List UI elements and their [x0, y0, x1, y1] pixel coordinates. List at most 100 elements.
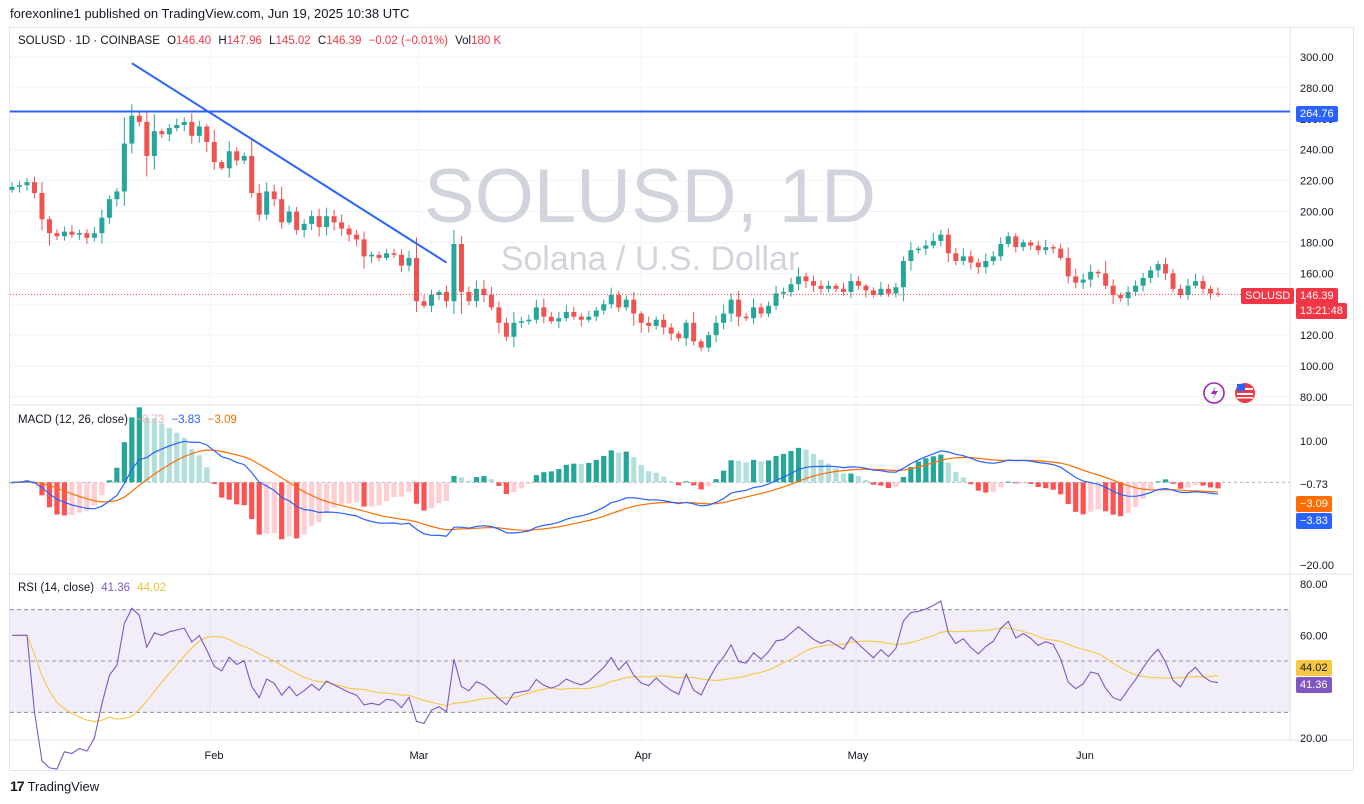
macd-histogram-bar: [106, 480, 112, 483]
candle-body: [728, 299, 734, 314]
candle-body: [1155, 264, 1161, 271]
candle-body: [361, 239, 367, 257]
candle-body: [181, 121, 187, 125]
candle-body: [339, 222, 345, 229]
candle-body: [496, 307, 502, 323]
candle-body: [166, 128, 172, 135]
time-tick-label: May: [848, 750, 869, 762]
macd-histogram-bar: [623, 451, 629, 483]
candle-body: [1020, 242, 1026, 248]
macd-histogram-bar: [840, 473, 847, 483]
candle-body: [1215, 293, 1221, 295]
time-tick-label: Mar: [410, 750, 429, 762]
macd-histogram-bar: [706, 482, 712, 487]
macd-histogram-bar: [159, 423, 165, 483]
macd-histogram-bar: [144, 417, 150, 483]
candle-body: [623, 299, 629, 308]
macd-histogram-bar: [129, 417, 135, 483]
candle-body: [354, 234, 360, 240]
candle-body: [451, 244, 457, 302]
candle-body: [458, 244, 464, 292]
price-tick-label: 280.00: [1300, 83, 1334, 95]
candle-body: [743, 316, 749, 319]
candle-body: [751, 307, 757, 319]
candle-body: [241, 155, 247, 161]
macd-legend[interactable]: MACD (12, 26, close) −0.73 −3.83 −3.09: [18, 414, 241, 426]
candle-body: [189, 121, 195, 136]
macd-histogram-bar: [241, 482, 247, 506]
macd-histogram-bar: [533, 475, 539, 483]
macd-histogram-bar: [548, 471, 554, 483]
macd-histogram-bar: [309, 482, 315, 527]
candle-body: [1193, 281, 1199, 286]
low-label: L: [269, 35, 276, 47]
macd-histogram-bar: [331, 482, 337, 508]
candle-body: [114, 191, 120, 200]
rsi-legend[interactable]: RSI (14, close) 41.36 44.02: [18, 582, 170, 594]
candle-body: [721, 313, 727, 323]
macd-histogram-bar: [885, 482, 892, 489]
candle-body: [578, 316, 584, 320]
macd-histogram-bar: [631, 457, 637, 483]
downtrend-line: [131, 62, 447, 264]
candle-body: [31, 182, 37, 193]
rsi-tick-label: 60.00: [1300, 630, 1328, 642]
macd-histogram-bar: [863, 480, 869, 483]
macd-histogram-bar: [91, 482, 97, 506]
price-tick-label: 120.00: [1300, 330, 1334, 342]
macd-histogram-bar: [1177, 482, 1184, 489]
macd-histogram-bar: [316, 482, 322, 523]
candle-body: [1125, 291, 1131, 299]
candle-body: [781, 291, 787, 294]
symbol-label[interactable]: SOLUSD · 1D · COINBASE: [18, 35, 160, 47]
time-tick-label: Feb: [205, 750, 224, 762]
footer-brand[interactable]: 17 TradingView: [10, 778, 99, 794]
macd-histogram-bar: [1058, 482, 1064, 495]
candle-body: [533, 307, 539, 320]
candle-body: [39, 193, 45, 220]
macd-histogram-bar: [279, 482, 285, 540]
macd-histogram-bar: [810, 454, 817, 483]
price-tick-label: 240.00: [1300, 145, 1334, 157]
candle-body: [46, 219, 52, 234]
candle-body: [1058, 248, 1064, 258]
macd-histogram-bar: [1013, 482, 1019, 484]
macd-histogram-bar: [668, 481, 674, 483]
tradingview-logo-icon: 17: [10, 778, 25, 794]
candle-body: [541, 307, 547, 317]
macd-histogram-bar: [990, 482, 996, 493]
macd-histogram-bar: [728, 460, 734, 483]
candle-body: [646, 322, 652, 326]
candle-body: [121, 143, 127, 192]
macd-histogram-bar: [69, 482, 75, 516]
macd-histogram-bar: [503, 482, 509, 495]
last-price-tag: 146.39: [1296, 288, 1338, 304]
candle-body: [481, 288, 487, 295]
macd-histogram-bar: [376, 482, 382, 506]
macd-histogram-bar: [586, 462, 592, 483]
candle-body: [608, 295, 614, 305]
time-tick-label: Apr: [634, 750, 651, 762]
macd-histogram-bar: [1170, 482, 1176, 484]
macd-histogram-bar: [174, 432, 180, 483]
macd-histogram-bar: [398, 482, 405, 497]
macd-line-tag: −3.83: [1296, 513, 1332, 529]
macd-histogram-bar: [638, 464, 644, 483]
macd-histogram-bar: [1125, 482, 1131, 514]
candlestick-series: [9, 104, 1290, 352]
candle-body: [1028, 242, 1034, 246]
macd-histogram-bar: [1080, 482, 1086, 515]
candle-body: [968, 256, 974, 263]
candle-body: [945, 234, 951, 254]
macd-histogram-bar: [1095, 482, 1101, 510]
candle-body: [271, 191, 277, 200]
macd-histogram-bar: [353, 482, 360, 503]
macd-histogram-bar: [571, 463, 577, 483]
macd-histogram-bar: [391, 482, 397, 497]
macd-histogram-bar: [226, 482, 232, 500]
macd-histogram-bar: [953, 472, 959, 483]
candle-body: [473, 288, 479, 302]
candle-body: [301, 223, 307, 231]
macd-histogram-bar: [938, 454, 944, 483]
